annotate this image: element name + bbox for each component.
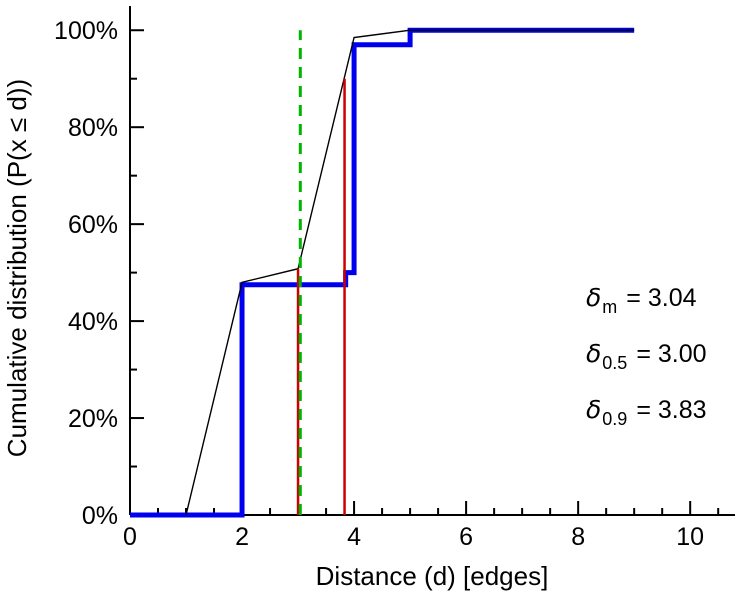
annotation-value: = 3.00	[636, 340, 706, 368]
y-tick-label: 100%	[54, 17, 118, 45]
annotation-subscript: 0.9	[602, 409, 627, 429]
x-tick-label: 2	[235, 523, 249, 551]
y-tick-label: 80%	[68, 114, 118, 142]
annotation-symbol: δ	[586, 283, 601, 312]
x-tick-label: 10	[676, 523, 704, 551]
annotation-delta-0.9: δ0.9 = 3.83	[586, 395, 707, 429]
x-tick-label: 6	[459, 523, 473, 551]
x-tick-label: 0	[123, 523, 137, 551]
annotation-symbol: δ	[586, 339, 601, 368]
annotation-subscript: m	[602, 297, 617, 317]
y-tick-label: 40%	[68, 308, 118, 336]
annotation-value: = 3.04	[626, 284, 696, 312]
x-axis-label: Distance (d) [edges]	[316, 561, 549, 591]
annotation-subscript: 0.5	[602, 353, 627, 373]
y-tick-label: 0%	[82, 502, 118, 530]
empirical-cdf-step	[130, 27, 635, 518]
annotation-delta-0.5: δ0.5 = 3.00	[586, 339, 707, 373]
y-axis-label: Cumulative distribution (P(x ≤ d))	[2, 79, 32, 457]
x-tick-label: 4	[347, 523, 361, 551]
annotation-symbol: δ	[586, 395, 601, 424]
x-tick-label: 8	[571, 523, 585, 551]
annotation-value: = 3.83	[636, 396, 706, 424]
annotation-delta-m: δm = 3.04	[586, 283, 697, 317]
y-tick-label: 60%	[68, 211, 118, 239]
y-tick-label: 20%	[68, 405, 118, 433]
interpolated-cdf	[185, 29, 635, 516]
